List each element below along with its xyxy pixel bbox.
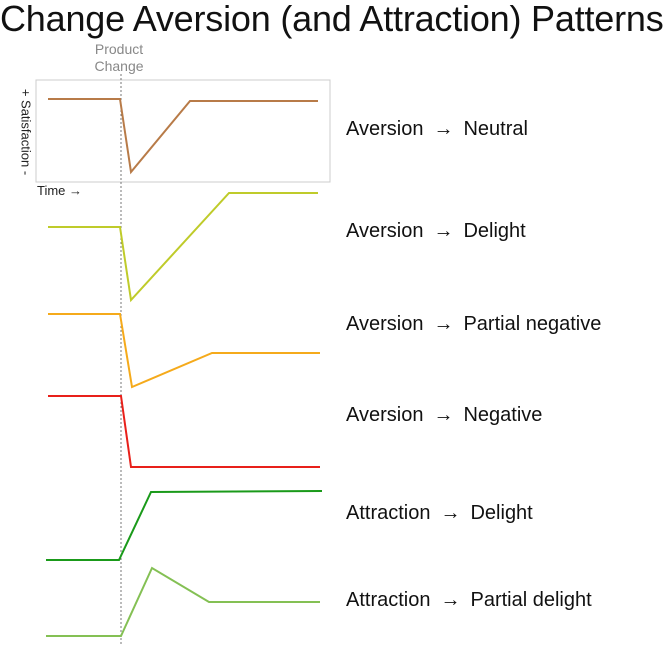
right-arrow-icon: → bbox=[433, 118, 454, 140]
right-arrow-icon: → bbox=[440, 502, 461, 524]
pattern-to: Partial negative bbox=[463, 313, 602, 335]
pattern-label-aversion-negative: Aversion → Negative bbox=[346, 404, 542, 427]
curve-aversion-delight bbox=[48, 192, 318, 303]
pattern-from: Attraction bbox=[346, 589, 431, 611]
page-title: Change Aversion (and Attraction) Pattern… bbox=[0, 0, 664, 39]
pattern-label-attraction-partial-delight: Attraction → Partial delight bbox=[346, 589, 592, 612]
example-plot-frame bbox=[35, 79, 331, 183]
curve-attraction-delight bbox=[46, 490, 323, 561]
pattern-to: Neutral bbox=[463, 118, 528, 140]
pattern-from: Aversion bbox=[346, 220, 424, 242]
pattern-from: Aversion bbox=[346, 118, 424, 140]
pattern-from: Aversion bbox=[346, 404, 424, 426]
product-change-label-line1: Product bbox=[94, 41, 144, 57]
x-axis-label: Time → bbox=[37, 183, 83, 198]
curve-aversion-negative bbox=[48, 395, 320, 468]
pattern-label-aversion-delight: Aversion → Delight bbox=[346, 220, 526, 243]
product-change-label: Product Change bbox=[80, 41, 158, 75]
pattern-to: Partial delight bbox=[470, 589, 592, 611]
right-arrow-icon: → bbox=[433, 313, 454, 335]
y-axis-label: + Satisfaction - bbox=[18, 88, 34, 176]
right-arrow-icon: → bbox=[433, 404, 454, 426]
curve-aversion-neutral bbox=[48, 98, 318, 175]
pattern-to: Delight bbox=[463, 220, 526, 242]
pattern-to: Negative bbox=[463, 404, 543, 426]
curve-attraction-partial-delight bbox=[46, 566, 320, 637]
pattern-from: Attraction bbox=[346, 502, 431, 524]
pattern-label-attraction-delight: Attraction → Delight bbox=[346, 502, 533, 525]
pattern-to: Delight bbox=[470, 502, 533, 524]
right-arrow-icon: → bbox=[440, 589, 461, 611]
pattern-label-aversion-neutral: Aversion → Neutral bbox=[346, 118, 528, 141]
pattern-label-aversion-partial-negative: Aversion → Partial negative bbox=[346, 313, 601, 336]
right-arrow-icon: → bbox=[433, 220, 454, 242]
curve-aversion-partial-negative bbox=[48, 313, 320, 389]
pattern-from: Aversion bbox=[346, 313, 424, 335]
product-change-label-line2: Change bbox=[94, 58, 144, 74]
